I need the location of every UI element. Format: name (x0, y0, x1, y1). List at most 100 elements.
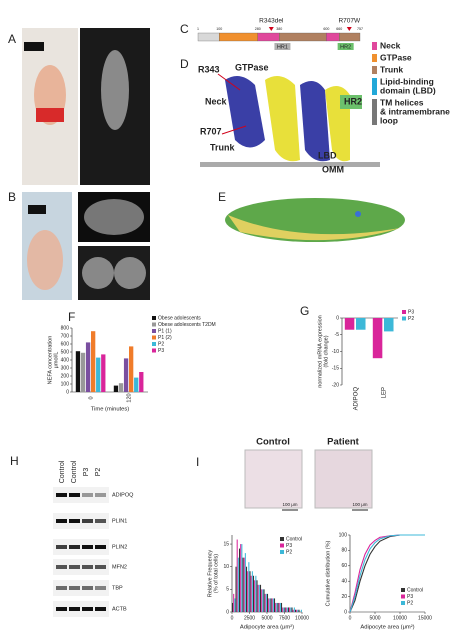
legend-text: TM helices (380, 97, 424, 107)
bar (91, 331, 96, 392)
histogram-bar (288, 607, 290, 612)
histogram-bar (244, 553, 246, 612)
line (349, 534, 425, 613)
panel-letter: I (196, 455, 199, 469)
panel-letter: G (300, 304, 309, 318)
y-tick-label: 0 (336, 315, 339, 321)
panel-letter: D (180, 57, 189, 71)
legend-text: GTPase (380, 52, 412, 62)
y-tick-label: 300 (61, 365, 70, 371)
legend-swatch (152, 322, 156, 327)
legend-swatch (280, 543, 284, 548)
lane-label: P3 (83, 468, 90, 477)
blot-strip (53, 539, 109, 555)
blot-strip (53, 487, 109, 503)
x-tick-label: LEP (382, 387, 388, 398)
legend-swatch (372, 54, 377, 62)
legend-label: P2 (407, 600, 413, 606)
legend-label: P1 (2) (158, 335, 172, 341)
structure-label: R707 (200, 126, 222, 136)
bar (356, 318, 366, 330)
histogram-bar (286, 607, 288, 612)
micrograph-title: Patient (327, 437, 360, 448)
histogram-bar (270, 598, 272, 612)
x-tick-label: 0 (231, 615, 234, 621)
bar (80, 352, 86, 392)
histogram-bar (289, 607, 291, 612)
y-tick-label: -15 (332, 366, 339, 372)
legend-swatch (372, 78, 377, 95)
blot-band (69, 545, 80, 549)
x-axis-title: Adipocyte area (μm²) (240, 625, 294, 631)
legend-label: P2 (286, 549, 292, 555)
bar (384, 318, 394, 332)
region-label: HR2 (340, 44, 351, 50)
legend-swatch (372, 42, 377, 50)
protein-label: TBP (112, 585, 123, 591)
protein-structure (225, 76, 265, 148)
histogram-bar (290, 607, 292, 612)
histogram-bar (258, 584, 260, 612)
y-tick-label: 200 (61, 373, 70, 379)
histogram-bar (246, 566, 248, 612)
y-axis-title: Cumulative distribution (%) (325, 540, 331, 606)
legend-label: P3 (407, 594, 413, 600)
protein-surface (228, 215, 400, 241)
micrograph (244, 449, 303, 509)
mri-image (114, 257, 146, 289)
y-tick-label: 10 (223, 564, 229, 570)
legend-label: Control (286, 536, 302, 542)
histogram-bar (262, 589, 264, 612)
y-axis-title: Relative Frequency (207, 550, 213, 598)
x-tick-label: 7500 (279, 615, 290, 621)
x-tick-label: 10000 (295, 615, 309, 621)
legend-swatch (372, 66, 377, 74)
bar (134, 377, 139, 392)
y-tick-label: 5 (226, 587, 229, 593)
legend-swatch (401, 594, 405, 599)
x-tick-label: ADIPOQ (354, 387, 360, 411)
blot-band (95, 565, 106, 569)
hr2-box (340, 95, 362, 109)
histogram-bar (235, 566, 237, 612)
legend-swatch (402, 310, 406, 314)
legend-swatch (401, 588, 405, 592)
blot-strip (53, 580, 109, 596)
residue-number: 757 (357, 27, 363, 31)
x-tick-label: 0 (88, 396, 94, 399)
histogram-bar (275, 602, 277, 612)
y-tick-label: 15 (223, 541, 229, 547)
blot-band (82, 493, 93, 497)
bar (344, 318, 355, 330)
panel-letter: A (8, 32, 16, 46)
legend-swatch (152, 316, 156, 320)
legend-text: loop (380, 115, 398, 125)
blot-band (69, 565, 80, 569)
histogram-bar (271, 598, 273, 612)
mutation-marker (268, 27, 274, 31)
y-tick-label: 20 (341, 594, 347, 600)
y-tick-label: 400 (61, 357, 70, 363)
blot-band (95, 607, 106, 611)
bar (85, 342, 91, 392)
y-tick-label: 100 (61, 381, 70, 387)
legend-swatch (280, 550, 284, 554)
residue-number: 280 (255, 27, 261, 31)
blot-band (69, 519, 80, 523)
scale-label: 100 μm (352, 502, 367, 507)
histogram-bar (291, 607, 293, 612)
histogram-bar (236, 539, 238, 612)
x-axis-title: Time (minutes) (91, 407, 130, 413)
x-tick-label: 0 (349, 615, 352, 621)
blot-band (95, 519, 106, 523)
y-tick-label: -20 (332, 382, 339, 388)
legend-label: Obese adolescents (158, 315, 201, 321)
patient-photo (28, 205, 46, 214)
histogram-bar (268, 598, 270, 612)
histogram-bar (237, 557, 239, 612)
histogram-bar (263, 589, 265, 612)
y-axis-title: (% of total cells) (213, 554, 219, 593)
y-tick-label: 40 (341, 579, 347, 585)
mutation-label: R707W (338, 18, 361, 25)
panel-letter: E (218, 190, 226, 204)
